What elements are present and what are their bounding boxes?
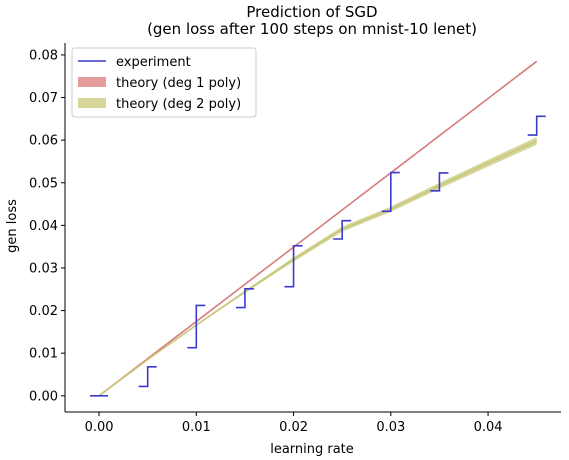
legend-entry-0: experiment bbox=[116, 55, 191, 70]
y-tick-label: 0.00 bbox=[29, 389, 58, 404]
x-axis-label: learning rate bbox=[270, 442, 354, 457]
y-tick-label: 0.03 bbox=[29, 261, 58, 276]
y-tick-label: 0.05 bbox=[29, 176, 58, 191]
experiment-point-8 bbox=[527, 115, 546, 136]
chart-subtitle: (gen loss after 100 steps on mnist-10 le… bbox=[147, 20, 477, 38]
y-tick-label: 0.02 bbox=[29, 304, 58, 319]
y-tick-label: 0.07 bbox=[29, 91, 58, 106]
y-tick-label: 0.08 bbox=[29, 48, 58, 63]
experiment-point-5 bbox=[333, 219, 352, 240]
axes: 0.00 0.01 0.02 0.03 0.04 0.00 0.01 0.02 0.03 0.04… bbox=[29, 43, 561, 435]
x-tick-label: 0.01 bbox=[182, 420, 211, 435]
series-line-1 bbox=[98, 60, 538, 397]
chart-title: Prediction of SGD bbox=[246, 3, 377, 21]
x-tick-label: 0.00 bbox=[85, 420, 114, 435]
experiment-point-2 bbox=[187, 304, 206, 349]
legend-swatch-2 bbox=[78, 98, 106, 108]
series-band-2 bbox=[99, 137, 537, 396]
experiment-point-4 bbox=[284, 245, 303, 288]
series-layer bbox=[90, 60, 546, 397]
experiment-point-6 bbox=[381, 171, 400, 213]
legend-swatch-1 bbox=[78, 77, 106, 87]
y-tick-label: 0.01 bbox=[29, 347, 58, 362]
x-tick-label: 0.02 bbox=[279, 420, 308, 435]
experiment-point-3 bbox=[235, 288, 254, 309]
experiment-point-7 bbox=[430, 172, 449, 192]
y-tick-label: 0.04 bbox=[29, 219, 58, 234]
x-tick-label: 0.04 bbox=[474, 420, 503, 435]
legend: experiment theory (deg 1 poly) theory (deg… bbox=[71, 47, 257, 118]
legend-entry-1: theory (deg 1 poly) bbox=[116, 76, 241, 91]
y-axis-label: gen loss bbox=[5, 199, 20, 253]
y-tick-label: 0.06 bbox=[29, 134, 58, 149]
x-tick-label: 0.03 bbox=[376, 420, 405, 435]
legend-entry-2: theory (deg 2 poly) bbox=[116, 97, 241, 112]
series-line-2 bbox=[98, 140, 538, 397]
experiment-point-1 bbox=[138, 366, 157, 388]
legend-frame bbox=[71, 47, 257, 118]
